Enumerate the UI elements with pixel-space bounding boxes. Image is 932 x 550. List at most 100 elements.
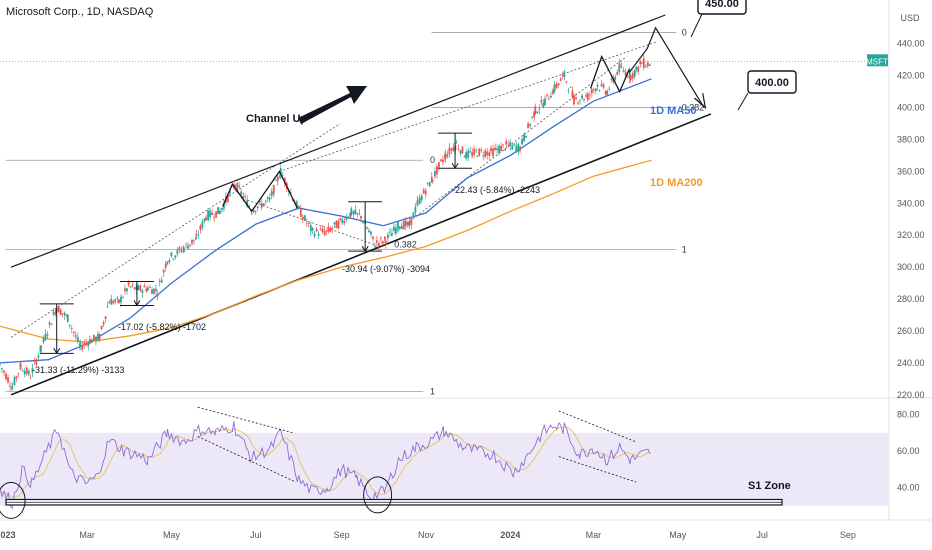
fibonacci-levels: 0 0.382 0 1 1 0.382 (5, 28, 704, 397)
candle-body (229, 190, 231, 194)
candle-body (350, 208, 353, 216)
candle-body (213, 216, 216, 218)
candle-body (311, 227, 314, 231)
candle-body (309, 225, 312, 232)
candle-body (406, 222, 409, 226)
candle-body (166, 261, 169, 264)
rsi-band (0, 432, 888, 506)
candle-body (307, 223, 310, 225)
candle-body (515, 145, 518, 152)
chart-title: Microsoft Corp., 1D, NASDAQ (6, 6, 154, 18)
candle-body (317, 233, 320, 236)
candle-body (354, 209, 357, 215)
candle-body (642, 58, 645, 68)
candle-body (608, 88, 611, 90)
candle-body (168, 260, 171, 263)
candle-body (164, 263, 167, 269)
candle-body (114, 299, 117, 302)
candle-body (331, 227, 334, 229)
candle-body (521, 138, 523, 145)
candle-body (480, 149, 483, 151)
candle-body (100, 325, 103, 330)
candle-body (97, 334, 99, 340)
target-high-box-label: 450.00 (705, 0, 739, 10)
candle-body (240, 191, 243, 195)
candle-body (486, 151, 489, 156)
candle-body (337, 220, 340, 229)
candle-body (227, 195, 229, 202)
candle-body (19, 365, 22, 368)
candle-body (89, 339, 91, 344)
candle-body (648, 64, 651, 67)
candle-body (343, 221, 346, 224)
candle-body (496, 148, 498, 151)
candle-body (420, 195, 423, 200)
candle-body (74, 335, 77, 337)
price-tick-label: 260.00 (897, 326, 925, 336)
candle-body (201, 221, 204, 228)
candle-body (274, 179, 277, 181)
candle-body (195, 236, 197, 240)
candle-body (637, 66, 640, 72)
candle-body (174, 255, 177, 258)
inner-channel-line (247, 199, 375, 246)
candle-body (542, 102, 545, 108)
candle-body (323, 231, 326, 236)
candle-body (57, 306, 60, 313)
correction-measure-2-arrow (133, 300, 141, 307)
candle-body (178, 247, 181, 250)
candle-body (102, 322, 105, 325)
candle-body (211, 212, 214, 215)
candle-body (586, 93, 589, 100)
correction-measure-4-label: -22.43 (-5.84%) -2243 (452, 185, 540, 195)
candle-body (488, 152, 491, 157)
candle-body (484, 150, 487, 158)
candle-body (116, 297, 119, 299)
candle-body (221, 207, 223, 211)
candle-body (434, 171, 436, 177)
candle-body (577, 102, 579, 104)
candle-body (410, 216, 413, 225)
candle-body (3, 370, 5, 373)
candle-body (66, 314, 69, 323)
candle-body (527, 123, 529, 128)
candle-body (523, 134, 525, 142)
time-tick-label: May (669, 530, 687, 540)
candle-body (389, 231, 391, 233)
candle-body (118, 299, 120, 304)
candle-body (244, 196, 247, 198)
candle-body (289, 192, 292, 194)
price-tick-label: 440.00 (897, 39, 925, 49)
candle-body (552, 89, 554, 94)
candle-body (223, 203, 225, 209)
candle-body (525, 135, 527, 138)
candle-body (500, 145, 502, 152)
candle-body (391, 232, 393, 236)
candle-body (156, 294, 159, 296)
rsi-indicator (0, 421, 651, 510)
candle-body (550, 95, 552, 98)
candle-body (246, 199, 249, 208)
candle-body (79, 342, 82, 347)
candle-body (108, 301, 111, 304)
candle-body (444, 153, 447, 160)
candle-body (498, 145, 500, 153)
candle-body (127, 281, 130, 286)
fib-level-label: 1 (430, 387, 435, 397)
candle-body (395, 227, 397, 234)
currency-label: USD (900, 13, 920, 23)
candle-body (563, 71, 566, 77)
candle-body (533, 111, 536, 118)
time-tick-label: Jul (250, 530, 262, 540)
candle-body (579, 100, 581, 102)
projection-arrowhead (694, 93, 707, 110)
candle-body (13, 377, 16, 385)
target-mid-pointer (737, 92, 749, 111)
candle-body (511, 145, 514, 150)
candle-body (9, 385, 11, 387)
candle-body (21, 370, 24, 372)
price-tick-label: 220.00 (897, 390, 925, 400)
candle-body (35, 359, 38, 365)
candle-body (137, 285, 140, 290)
